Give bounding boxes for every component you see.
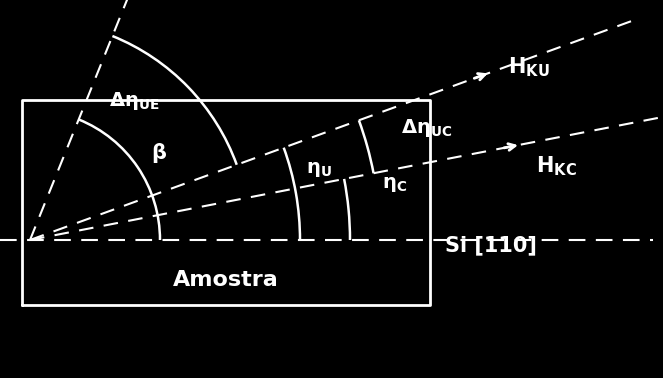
Text: $\mathbf{\Delta\eta_{UC}}$: $\mathbf{\Delta\eta_{UC}}$ xyxy=(401,118,452,139)
Text: Si [110]: Si [110] xyxy=(445,235,537,255)
Text: Amostra: Amostra xyxy=(173,270,279,290)
Text: $\mathbf{\Delta\eta_{UE}}$: $\mathbf{\Delta\eta_{UE}}$ xyxy=(109,90,159,112)
Text: $\mathbf{\eta_C}$: $\mathbf{\eta_C}$ xyxy=(382,175,407,194)
Text: $\mathbf{H_{KC}}$: $\mathbf{H_{KC}}$ xyxy=(536,155,576,178)
Text: $\mathbf{\beta}$: $\mathbf{\beta}$ xyxy=(151,141,166,165)
Text: $\mathbf{\eta_U}$: $\mathbf{\eta_U}$ xyxy=(306,160,332,179)
Text: $\mathbf{H_{KU}}$: $\mathbf{H_{KU}}$ xyxy=(508,55,550,79)
